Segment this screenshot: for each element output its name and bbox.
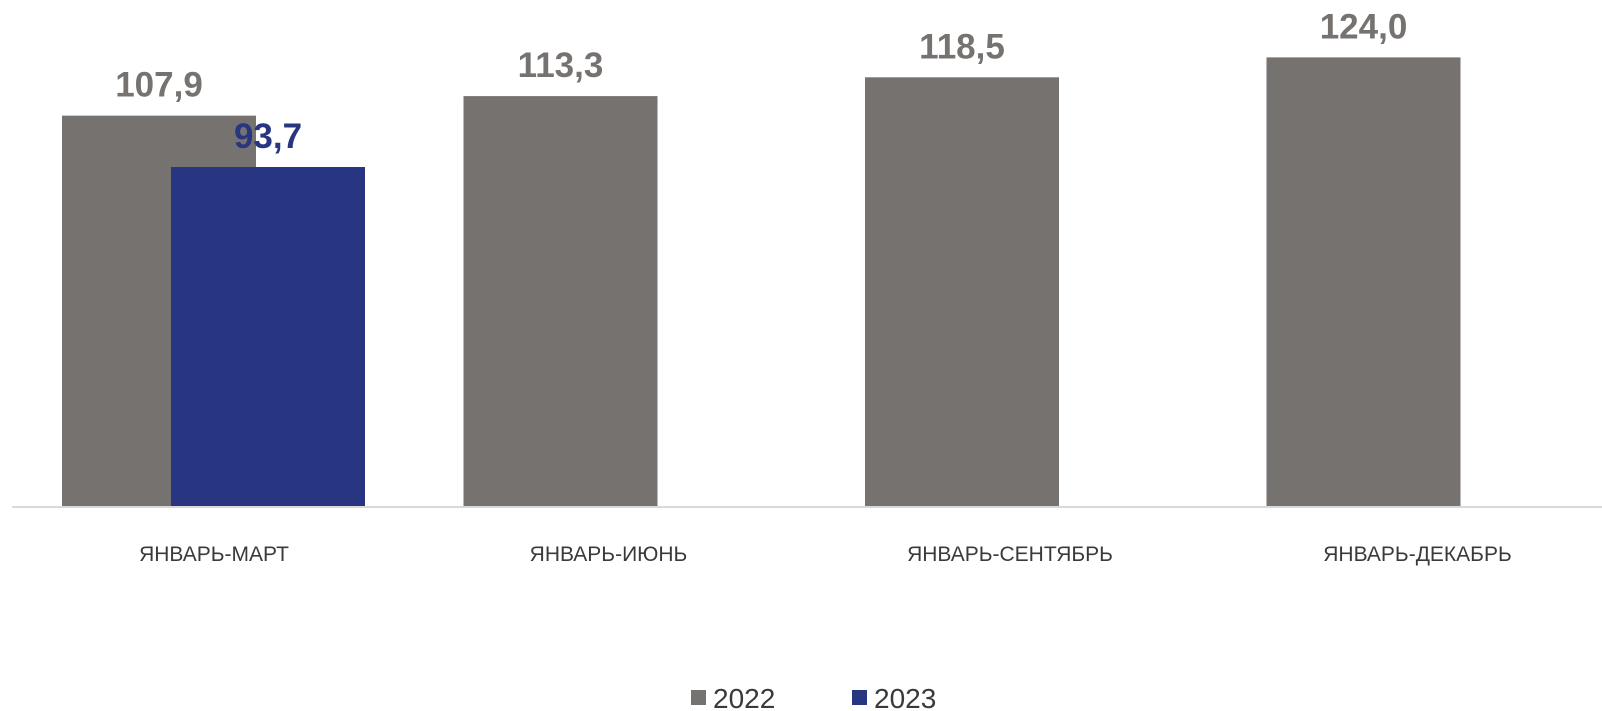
bar-2023-1 bbox=[171, 167, 365, 506]
category-label-3: ЯНВАРЬ-СЕНТЯБРЬ bbox=[907, 543, 1113, 566]
legend-swatch-2022 bbox=[691, 690, 706, 705]
bar-2022-3 bbox=[865, 77, 1059, 506]
legend: 2022 2023 bbox=[691, 683, 936, 711]
value-label-2022-4: 124,0 bbox=[1320, 7, 1408, 46]
value-label-2022-3: 118,5 bbox=[919, 27, 1005, 66]
category-label-2: ЯНВАРЬ-ИЮНЬ bbox=[530, 543, 688, 566]
bar-2022-2 bbox=[463, 96, 658, 507]
category-label-4: ЯНВАРЬ-ДЕКАБРЬ bbox=[1323, 543, 1511, 566]
legend-label-2022: 2022 bbox=[713, 683, 775, 711]
legend-label-2023: 2023 bbox=[874, 683, 936, 711]
bar-2022-4 bbox=[1266, 57, 1461, 507]
category-labels-layer: ЯНВАРЬ-МАРТ ЯНВАРЬ-ИЮНЬ ЯНВАРЬ-СЕНТЯБРЬ ЯНВ… bbox=[139, 543, 1512, 566]
value-label-2022-1: 107,9 bbox=[115, 66, 203, 105]
value-labels-layer: 107,9 113,3 118,5 124,0 93,7 bbox=[115, 7, 1407, 156]
category-label-1: ЯНВАРЬ-МАРТ bbox=[139, 543, 289, 566]
legend-swatch-2023 bbox=[852, 690, 867, 705]
bars-layer bbox=[62, 57, 1461, 507]
value-label-2023-1: 93,7 bbox=[234, 117, 302, 156]
value-label-2022-2: 113,3 bbox=[518, 46, 604, 85]
